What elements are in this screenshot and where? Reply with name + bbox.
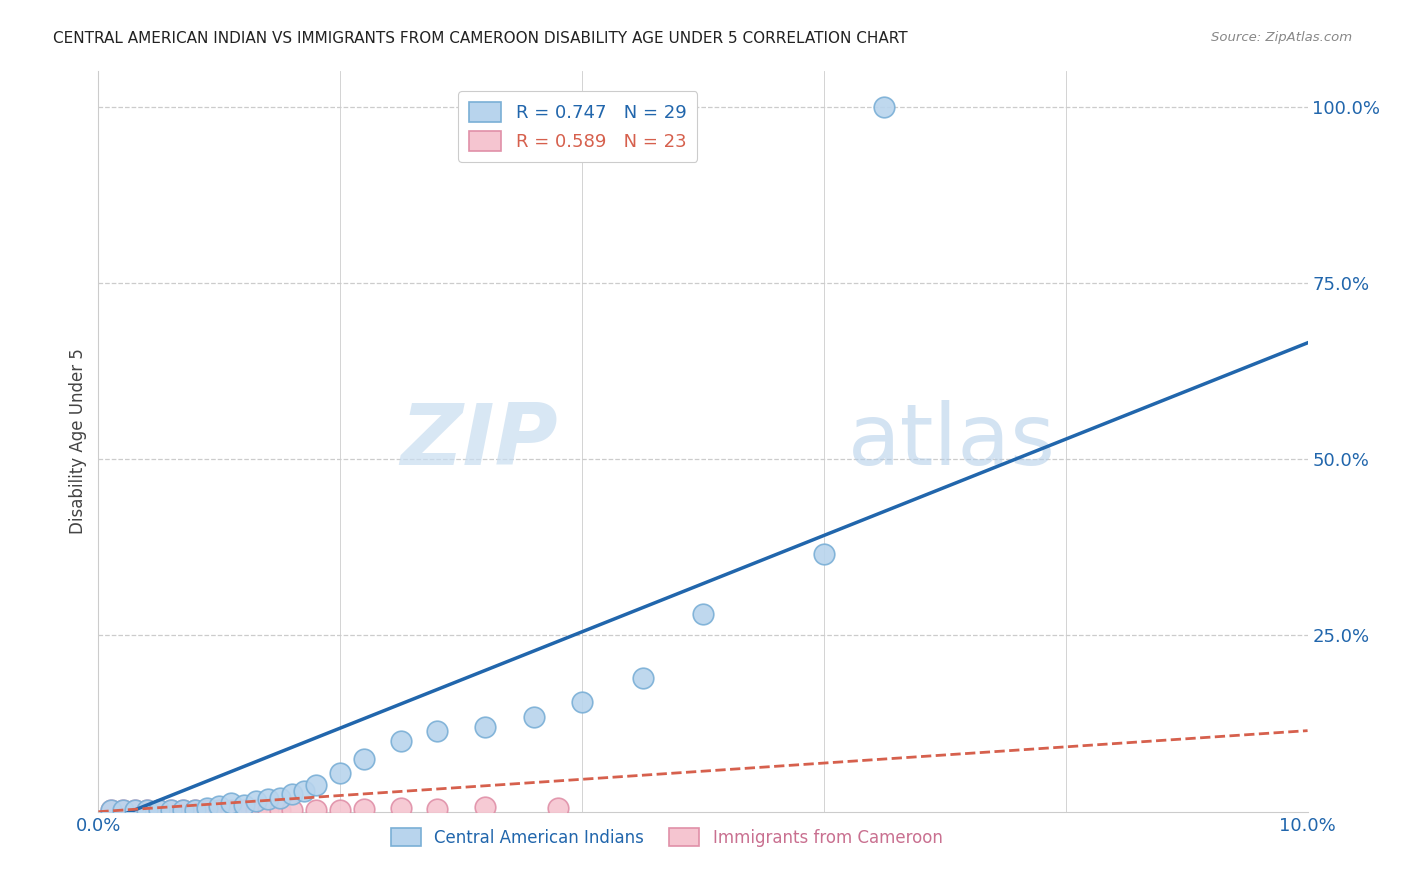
Point [256, 803, 278, 817]
Point [184, 803, 207, 817]
Point [631, 671, 654, 685]
Point [305, 803, 328, 817]
Text: Source: ZipAtlas.com: Source: ZipAtlas.com [1212, 31, 1353, 45]
Legend: Central American Indians, Immigrants from Cameroon: Central American Indians, Immigrants fro… [382, 820, 950, 855]
Point [172, 803, 194, 817]
Point [256, 792, 278, 806]
Point [329, 766, 352, 780]
Point [873, 100, 896, 114]
Point [221, 797, 243, 811]
Point [269, 803, 291, 817]
Point [100, 803, 122, 817]
Point [208, 803, 231, 817]
Point [232, 797, 254, 812]
Point [135, 803, 157, 817]
Text: atlas: atlas [848, 400, 1056, 483]
Point [329, 803, 352, 817]
Point [208, 799, 231, 814]
Point [135, 803, 157, 817]
Text: ZIP: ZIP [401, 400, 558, 483]
Point [148, 803, 170, 817]
Point [111, 803, 134, 817]
Point [100, 803, 122, 817]
Point [692, 607, 714, 622]
Point [195, 801, 218, 815]
Point [353, 752, 375, 766]
Point [221, 803, 243, 817]
Point [474, 720, 496, 734]
Y-axis label: Disability Age Under 5: Disability Age Under 5 [69, 349, 87, 534]
Point [426, 723, 449, 738]
Point [353, 802, 375, 816]
Point [124, 803, 146, 817]
Point [305, 778, 328, 792]
Point [547, 801, 569, 815]
Point [813, 547, 835, 561]
Point [474, 800, 496, 814]
Point [281, 787, 304, 801]
Point [523, 709, 546, 723]
Point [172, 803, 194, 817]
Point [571, 695, 593, 709]
Point [195, 803, 218, 817]
Point [245, 794, 267, 808]
Point [389, 801, 412, 815]
Point [232, 803, 254, 817]
Point [281, 803, 304, 817]
Point [124, 803, 146, 817]
Point [245, 803, 267, 817]
Point [160, 803, 183, 817]
Point [292, 783, 315, 797]
Point [184, 803, 207, 817]
Point [160, 803, 183, 817]
Point [111, 803, 134, 817]
Point [426, 802, 449, 816]
Point [148, 803, 170, 817]
Point [269, 790, 291, 805]
Point [389, 734, 412, 748]
Text: CENTRAL AMERICAN INDIAN VS IMMIGRANTS FROM CAMEROON DISABILITY AGE UNDER 5 CORRE: CENTRAL AMERICAN INDIAN VS IMMIGRANTS FR… [53, 31, 908, 46]
